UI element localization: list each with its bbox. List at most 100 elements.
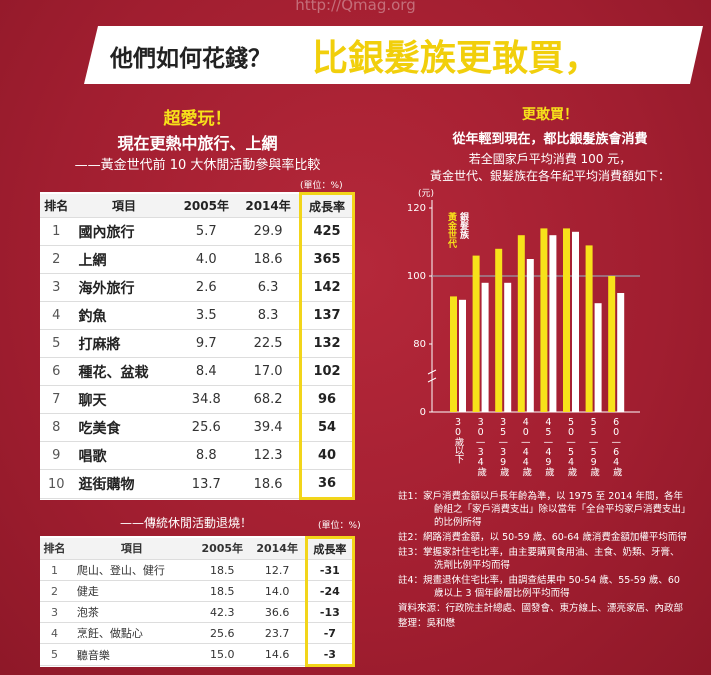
growth-rate: 102 — [299, 357, 355, 386]
column-header: 項目 — [68, 537, 195, 560]
column-header: 成長率 — [304, 536, 356, 560]
value-2014: 6.3 — [237, 273, 301, 302]
item: 烹飪、做點心 — [68, 622, 195, 644]
rank: 8 — [40, 413, 73, 442]
growth-rate: 425 — [299, 217, 355, 246]
item: 上網 — [72, 245, 176, 274]
growth-rate: 132 — [299, 329, 355, 358]
value-2014: 68.2 — [237, 385, 301, 414]
note: 資料來源：行政院主計總處、國發會、東方線上、漂亮家居、內政部 — [398, 603, 684, 614]
bar — [617, 293, 625, 412]
value-2014: 29.9 — [237, 217, 301, 246]
column-header: 2005年 — [175, 193, 238, 218]
bar — [563, 228, 570, 412]
bar — [540, 228, 548, 412]
bar — [549, 235, 557, 412]
rank: 4 — [40, 301, 73, 330]
right-kicker: 更敢買！ — [522, 107, 578, 123]
rank: 7 — [40, 385, 73, 414]
growth-rate: 40 — [299, 441, 355, 470]
y-unit: (元) — [418, 189, 434, 199]
unit-label: (單位：%) — [300, 181, 343, 191]
table-row: 6 種花、盆栽 8.4 17.0 102 — [40, 357, 355, 386]
item: 爬山、登山、健行 — [68, 559, 195, 581]
value-2005: 18.5 — [194, 580, 250, 602]
rank: 1 — [40, 217, 73, 246]
bar — [585, 245, 593, 412]
value-2005: 13.7 — [175, 469, 238, 499]
legend-label: 銀髮族 — [458, 211, 470, 240]
bar — [481, 282, 489, 412]
x-tick-label: 50—54歲 — [565, 417, 577, 477]
bar — [517, 235, 525, 412]
item: 聊天 — [72, 385, 176, 414]
column-header: 2014年 — [237, 193, 301, 218]
bar — [450, 296, 457, 412]
note: 註4：規畫退休住宅比率，由調查結果中 50-54 歲、55-59 歲、60 歲以… — [398, 575, 680, 599]
value-2014: 12.3 — [237, 441, 301, 470]
right-headline: 從年輕到現在，都比銀髮族會消費 — [452, 132, 648, 147]
table-row: 5 聽音樂 15.0 14.6 -3 — [40, 643, 356, 667]
value-2005: 8.4 — [175, 357, 238, 386]
left-subhead: ——黃金世代前 10 大休閒活動參與率比較 — [74, 158, 321, 173]
table-row: 4 烹飪、做點心 25.6 23.7 -7 — [40, 622, 356, 644]
growth-rate: 96 — [299, 385, 355, 414]
item: 打麻將 — [72, 329, 176, 358]
left-kicker: 超愛玩！ — [163, 109, 232, 129]
value-2005: 8.8 — [175, 441, 238, 470]
table-row: 7 聊天 34.8 68.2 96 — [40, 385, 355, 414]
growth-rate: 54 — [299, 413, 355, 442]
rank: 6 — [40, 357, 73, 386]
value-2005: 18.5 — [194, 559, 250, 581]
table-row: 2 健走 18.5 14.0 -24 — [40, 580, 356, 602]
title-part2: 比銀髮族更敢買， — [312, 38, 600, 79]
rank: 5 — [40, 329, 73, 358]
notes: 註1：家戶消費金額以戶長年齡為準，以 1975 至 2014 年間，各年齡組之「… — [398, 490, 688, 632]
column-header: 排名 — [40, 537, 69, 560]
title-banner: 他們如何花錢？ 比銀髮族更敢買， — [84, 26, 703, 84]
axis-break — [427, 369, 437, 383]
item: 海外旅行 — [72, 273, 176, 302]
rank: 2 — [40, 245, 73, 274]
table-top10: 排名 項目 2005年 2014年 成長率 1 國內旅行 5.7 29.9 425 2 上網 4.0 18… — [40, 192, 355, 500]
rank: 10 — [40, 469, 73, 499]
value-2005: 9.7 — [175, 329, 238, 358]
value-2014: 14.6 — [249, 643, 307, 666]
left-headline: 現在更熱中旅行、上網 — [117, 134, 278, 153]
value-2005: 34.8 — [175, 385, 238, 414]
value-2014: 22.5 — [237, 329, 301, 358]
value-2014: 39.4 — [237, 413, 301, 442]
value-2014: 17.0 — [237, 357, 301, 386]
bar — [608, 276, 616, 412]
growth-rate: -3 — [304, 643, 356, 667]
table-row: 1 爬山、登山、健行 18.5 12.7 -31 — [40, 559, 356, 581]
table-declining: 排名 項目 2005年 2014年 成長率 1 爬山、登山、健行 18.5 12.7 -31 2 健走… — [40, 536, 356, 667]
value-2005: 5.7 — [175, 217, 238, 246]
item: 種花、盆栽 — [72, 357, 176, 386]
legend-label: 黃金世代 — [446, 211, 458, 249]
item: 國內旅行 — [72, 217, 176, 246]
table-row: 5 打麻將 9.7 22.5 132 — [40, 329, 355, 358]
y-tick-label: 0 — [420, 407, 426, 418]
value-2005: 25.6 — [175, 413, 238, 442]
title-part1: 他們如何花錢？ — [109, 45, 271, 72]
item: 逛街購物 — [72, 469, 176, 499]
column-header: 成長率 — [299, 192, 355, 218]
value-2014: 12.7 — [249, 559, 307, 581]
header-row: 排名 項目 2005年 2014年 成長率 — [40, 192, 355, 218]
value-2005: 15.0 — [194, 643, 250, 666]
growth-rate: 137 — [299, 301, 355, 330]
x-tick-label: 55—59歲 — [588, 417, 600, 477]
growth-rate: -24 — [304, 580, 356, 602]
item: 吃美食 — [72, 413, 176, 442]
table-row: 3 海外旅行 2.6 6.3 142 — [40, 273, 355, 302]
value-2014: 36.6 — [249, 601, 307, 623]
banner-shape — [84, 26, 703, 84]
table-row: 10 逛街購物 13.7 18.6 36 — [40, 469, 355, 500]
bar — [572, 231, 579, 412]
value-2005: 42.3 — [194, 601, 250, 623]
column-header: 項目 — [72, 193, 176, 218]
value-2014: 18.6 — [237, 245, 301, 274]
item: 泡茶 — [68, 601, 195, 623]
